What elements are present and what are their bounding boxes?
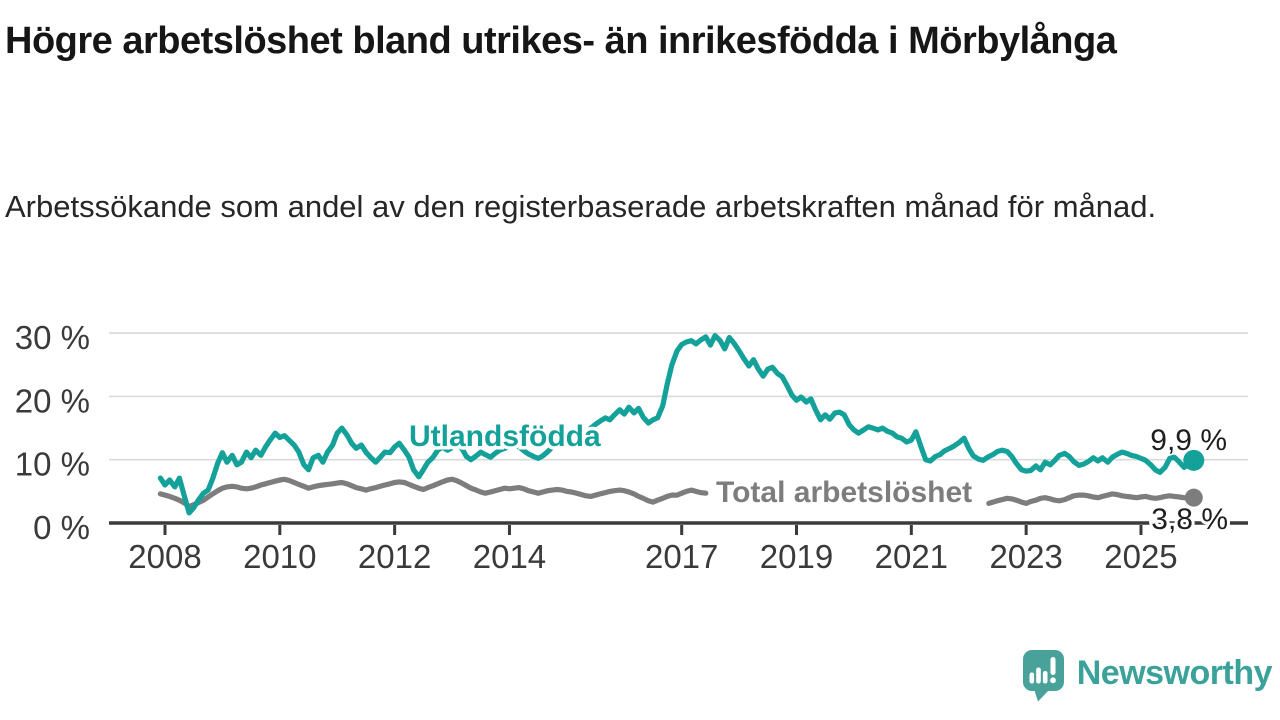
bar-chart-glyph	[1029, 657, 1056, 684]
x-tick-label: 2017	[645, 538, 718, 575]
x-tick-label: 2023	[989, 538, 1062, 575]
y-tick-label: 20 %	[15, 382, 90, 419]
y-tick-label: 10 %	[15, 446, 90, 483]
end-value-label-total: 3,8 %	[1151, 503, 1228, 536]
x-tick-label: 2021	[875, 538, 948, 575]
y-tick-label: 30 %	[15, 319, 90, 356]
x-tick-label: 2019	[760, 538, 833, 575]
page-title: Högre arbetslöshet bland utrikes- än inr…	[5, 20, 1117, 62]
series-end-dots	[1183, 449, 1205, 507]
x-tick-label: 2008	[128, 538, 201, 575]
x-axis-group: 2008 2010 2012 2014 2017 2019 2021 2023 2025	[109, 521, 1248, 575]
newsworthy-logo-icon	[1022, 650, 1064, 702]
x-tick-label: 2010	[243, 538, 316, 575]
x-tick-label: 2025	[1104, 538, 1177, 575]
newsworthy-brand: Newsworthy	[1021, 648, 1273, 706]
series-lines	[157, 333, 1197, 516]
series-line-utlandsf-dda	[157, 333, 1197, 516]
end-dot	[1183, 449, 1205, 471]
end-value-label-utlandsfodda: 9,9 %	[1150, 424, 1227, 457]
series-label-total: Total arbetslöshet	[716, 476, 972, 509]
chart-labels: Utlandsfödda Total arbetslöshet 9,9 % 3,…	[406, 417, 1232, 540]
newsworthy-wordmark: Newsworthy	[1076, 654, 1273, 692]
series-line-total-arbetsl-shet	[157, 476, 709, 510]
y-tick-label: 0 %	[33, 509, 90, 546]
gridlines: 0 % 10 % 20 % 30 %	[15, 319, 1248, 546]
series-label-utlandsfodda: Utlandsfödda	[409, 420, 601, 453]
x-tick-label: 2012	[358, 538, 431, 575]
x-tick-label: 2014	[473, 538, 546, 575]
page-subtitle: Arbetssökande som andel av den registerb…	[5, 189, 1157, 224]
end-dot	[1184, 488, 1203, 507]
series-line-total-arbetsl-shet	[986, 491, 1197, 506]
